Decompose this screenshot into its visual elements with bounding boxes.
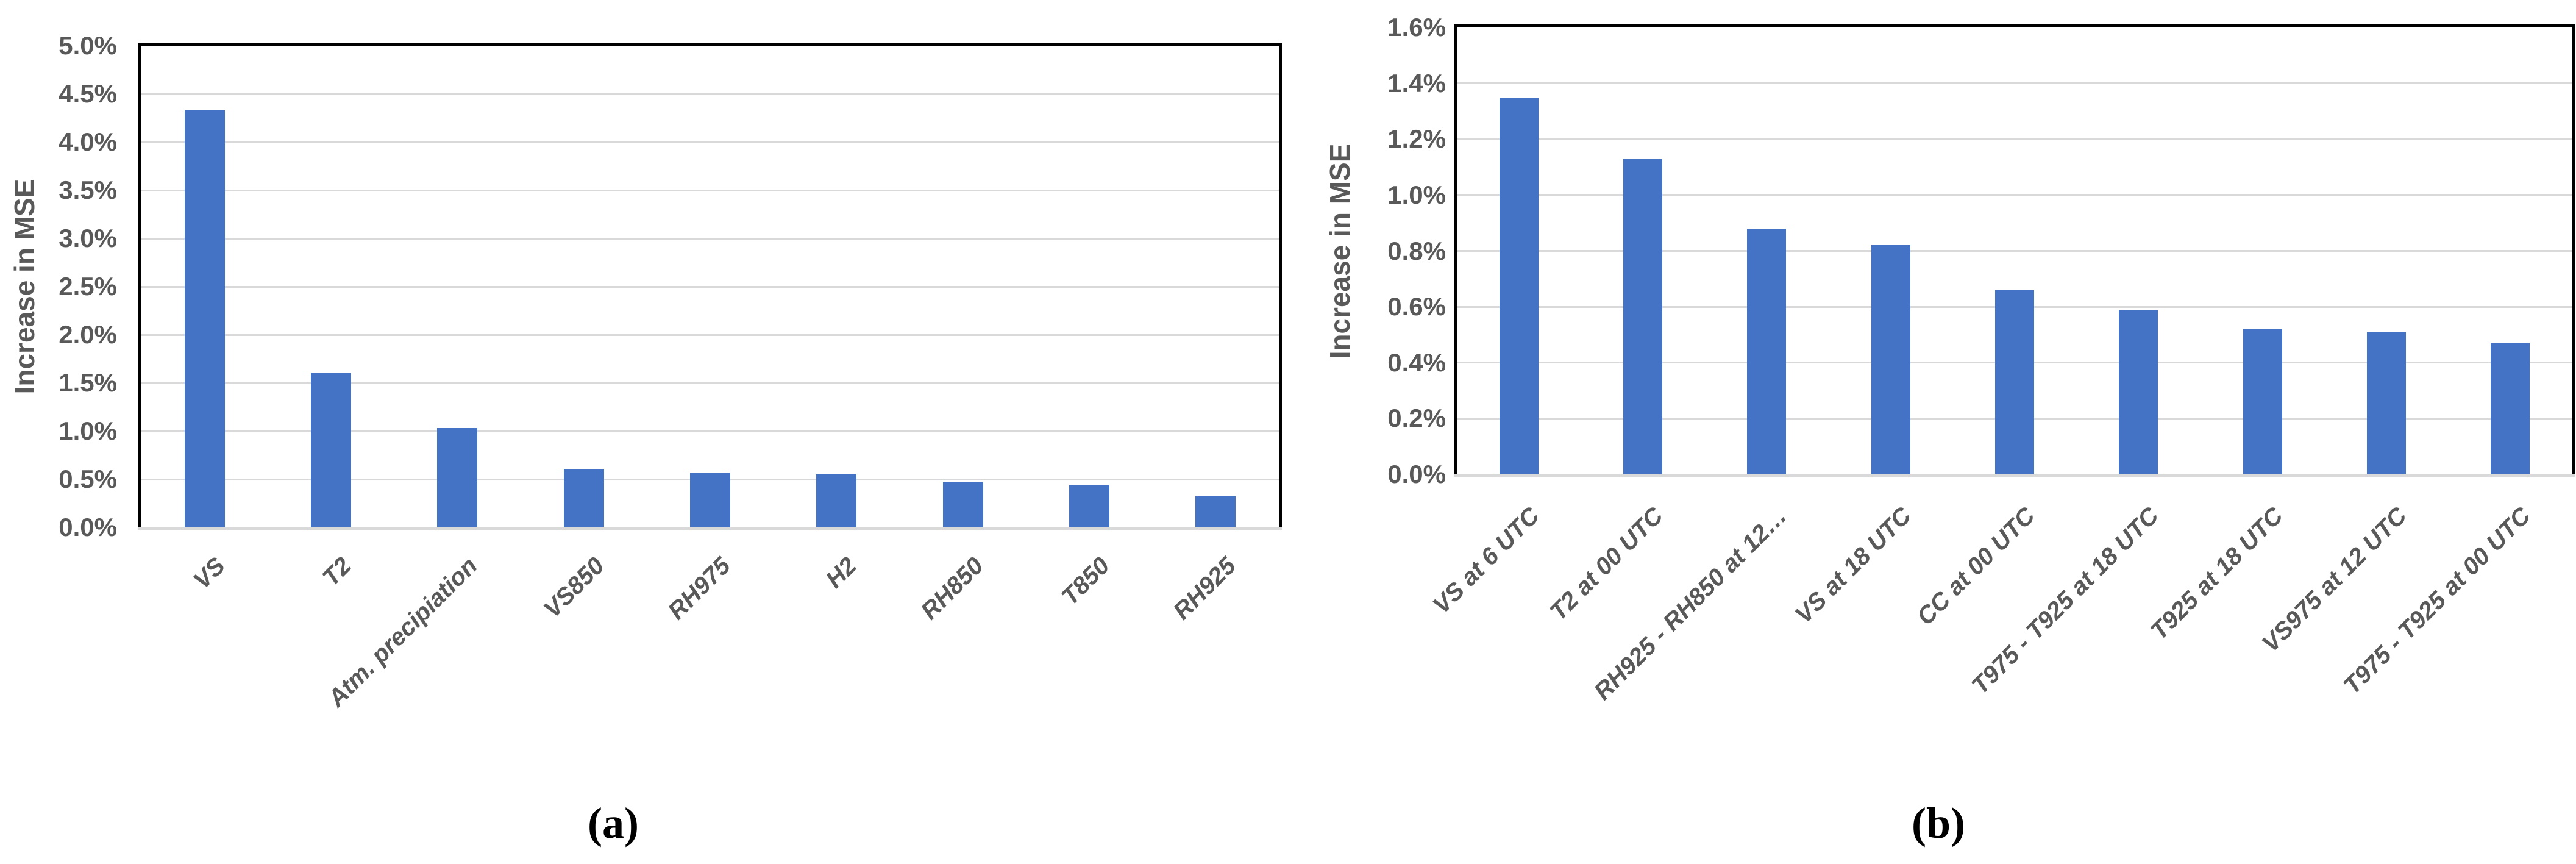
- y-tick-label: 0.2%: [1387, 404, 1446, 433]
- y-tick-label: 0.4%: [1387, 348, 1446, 377]
- bar: [2491, 343, 2530, 474]
- gridline: [141, 189, 1279, 191]
- plot-border-right: [1279, 43, 1282, 530]
- bar: [2243, 329, 2282, 474]
- bar: [1747, 228, 1787, 474]
- y-tick-label: 2.0%: [59, 320, 117, 349]
- bar: [1871, 245, 1910, 474]
- y-tick-label: 0.8%: [1387, 236, 1446, 265]
- x-tick-label: RH850: [916, 552, 989, 625]
- x-axis-line: [138, 527, 1282, 530]
- caption-a: (a): [588, 799, 639, 848]
- gridline: [141, 334, 1279, 336]
- y-tick-label: 4.5%: [59, 79, 117, 108]
- y-tick-label: 4.0%: [59, 127, 117, 156]
- y-tick-label: 1.6%: [1387, 13, 1446, 41]
- caption-b: (b): [1912, 799, 1965, 848]
- y-tick-label: 1.0%: [1387, 180, 1446, 209]
- plot-border-left: [1454, 24, 1457, 477]
- bar: [1499, 97, 1539, 474]
- y-tick-label: 3.0%: [59, 224, 117, 252]
- x-tick-label: T2: [317, 552, 357, 591]
- y-tick-label: 2.5%: [59, 272, 117, 301]
- y-tick-label: 0.0%: [59, 513, 117, 541]
- y-tick-label: 0.6%: [1387, 292, 1446, 321]
- y-axis-title: Increase in MSE: [9, 179, 40, 395]
- bar: [2119, 309, 2158, 474]
- bar: [2367, 332, 2406, 474]
- bar: [437, 428, 478, 527]
- bar: [690, 472, 730, 527]
- gridline: [141, 237, 1279, 240]
- x-tick-label: Atm. precipiation: [323, 552, 483, 712]
- y-tick-label: 1.5%: [59, 368, 117, 397]
- bar: [1195, 495, 1236, 527]
- plot-border-left: [138, 43, 141, 530]
- bar: [816, 474, 857, 527]
- x-tick-label: T850: [1056, 552, 1115, 611]
- bar: [1623, 159, 1662, 474]
- gridline: [1457, 194, 2572, 196]
- x-axis-line: [1454, 474, 2575, 477]
- y-tick-label: 1.4%: [1387, 68, 1446, 98]
- y-tick-label: 1.0%: [59, 416, 117, 445]
- y-tick-label: 0.0%: [1387, 460, 1446, 488]
- y-tick-label: 1.2%: [1387, 124, 1446, 154]
- gridline: [141, 141, 1279, 143]
- y-tick-label: 3.5%: [59, 176, 117, 204]
- bar: [184, 110, 225, 527]
- gridline: [1457, 250, 2572, 252]
- bar: [1995, 290, 2034, 474]
- bar: [942, 482, 983, 527]
- x-tick-label: T975 - T925 at 00 UTC: [2338, 502, 2536, 700]
- bar: [1069, 485, 1109, 527]
- gridline: [141, 382, 1279, 384]
- y-axis-title: Increase in MSE: [1324, 143, 1356, 359]
- bar: [563, 468, 604, 527]
- gridline: [1457, 82, 2572, 85]
- gridline: [1457, 138, 2572, 140]
- bar: [311, 372, 351, 527]
- plot-border-top: [138, 43, 1282, 46]
- y-tick-label: 0.5%: [59, 465, 117, 493]
- plot-border-top: [1454, 24, 2575, 27]
- gridline: [141, 285, 1279, 288]
- gridline: [141, 93, 1279, 95]
- x-tick-label: RH925: [1168, 552, 1242, 625]
- y-tick-label: 5.0%: [59, 31, 117, 60]
- gridline: [141, 430, 1279, 432]
- plot-border-right: [2572, 24, 2575, 477]
